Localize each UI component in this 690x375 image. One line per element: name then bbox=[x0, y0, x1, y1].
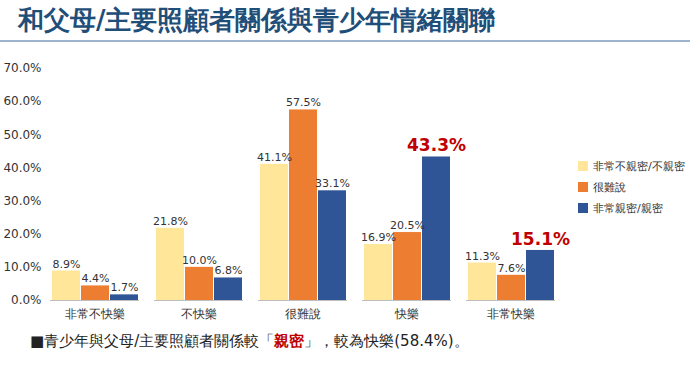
svg-text:11.3%: 11.3% bbox=[465, 250, 500, 263]
svg-text:60.0%: 60.0% bbox=[3, 94, 41, 108]
svg-text:快樂: 快樂 bbox=[394, 307, 419, 321]
svg-text:16.9%: 16.9% bbox=[361, 231, 396, 244]
svg-text:很難說: 很難說 bbox=[285, 307, 321, 321]
svg-text:40.0%: 40.0% bbox=[3, 161, 41, 175]
svg-text:20.0%: 20.0% bbox=[3, 227, 41, 241]
svg-text:50.0%: 50.0% bbox=[3, 128, 41, 142]
svg-text:非常不快樂: 非常不快樂 bbox=[65, 307, 125, 321]
svg-text:21.8%: 21.8% bbox=[153, 215, 188, 228]
svg-text:不快樂: 不快樂 bbox=[181, 307, 217, 321]
svg-text:非常快樂: 非常快樂 bbox=[487, 307, 535, 321]
svg-text:4.4%: 4.4% bbox=[82, 272, 110, 285]
svg-text:41.1%: 41.1% bbox=[257, 151, 292, 164]
svg-text:1.7%: 1.7% bbox=[111, 281, 139, 294]
html-text:■青少年與父母/主要照顧者關係較「親密」，較為快樂(58.4: ■青少年與父母/主要照顧者關係較「親密」，較為快樂(58.4%)。 bbox=[30, 332, 469, 350]
svg-text:10.0%: 10.0% bbox=[3, 260, 41, 274]
svg-text:7.6%: 7.6% bbox=[498, 262, 526, 275]
svg-text:10.0%: 10.0% bbox=[182, 254, 217, 267]
html-text:和父母/主要照顧者關係與青少年情緒關聯: 和父母/主要照顧者關係與青少年情緒關聯 bbox=[18, 5, 496, 35]
svg-text:15.1%: 15.1% bbox=[511, 229, 570, 249]
svg-text:57.5%: 57.5% bbox=[286, 96, 321, 109]
html-text:非常不親密/不親密: 非常不親密/不親密 bbox=[593, 159, 685, 173]
svg-text:8.9%: 8.9% bbox=[53, 258, 81, 271]
html-text:非常親密/親密: 非常親密/親密 bbox=[593, 201, 663, 215]
svg-text:20.5%: 20.5% bbox=[390, 219, 425, 232]
html-text:很難說: 很難說 bbox=[593, 180, 626, 194]
svg-text:33.1%: 33.1% bbox=[315, 177, 350, 190]
svg-text:70.0%: 70.0% bbox=[3, 61, 41, 75]
svg-text:43.3%: 43.3% bbox=[407, 135, 466, 155]
svg-text:6.8%: 6.8% bbox=[215, 264, 243, 277]
svg-text:30.0%: 30.0% bbox=[3, 194, 41, 208]
svg-text:0.0%: 0.0% bbox=[11, 293, 42, 307]
